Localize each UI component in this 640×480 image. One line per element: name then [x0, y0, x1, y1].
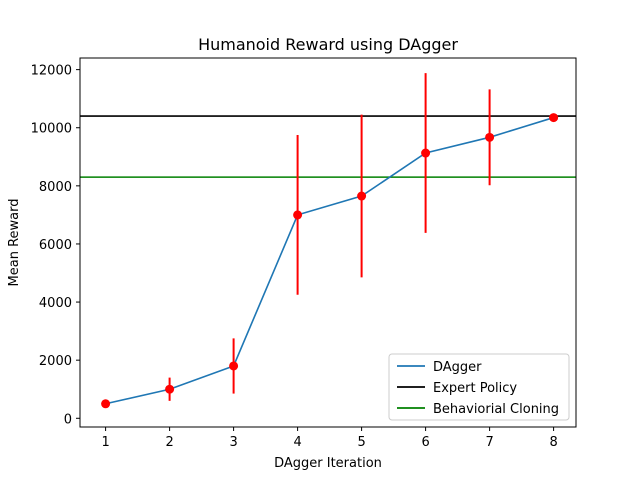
data-point [357, 191, 367, 201]
x-tick-label: 1 [101, 435, 109, 450]
y-tick-label: 6000 [39, 238, 72, 253]
plot-area [80, 73, 576, 409]
y-tick-label: 8000 [39, 180, 72, 195]
y-tick-label: 2000 [39, 354, 72, 369]
y-tick-label: 12000 [31, 64, 72, 79]
data-point [293, 210, 303, 220]
series-line-dagger [105, 116, 554, 405]
y-tick-label: 4000 [39, 296, 72, 311]
legend: DAgger Expert Policy Behaviorial Cloning [388, 353, 570, 421]
x-tick-label: 6 [421, 435, 429, 450]
legend-label: Behaviorial Cloning [433, 402, 559, 417]
data-point [101, 399, 111, 409]
data-point [421, 148, 431, 158]
x-tick-label: 5 [357, 435, 365, 450]
legend-box [388, 353, 570, 421]
x-tick-label: 7 [485, 435, 493, 450]
data-point [229, 361, 239, 371]
data-point [549, 113, 559, 123]
x-axis-label: DAgger Iteration [274, 456, 382, 471]
chart-title: Humanoid Reward using DAgger [198, 35, 458, 54]
y-tick-label: 0 [64, 412, 72, 427]
axes-frame [79, 57, 577, 428]
axis-ticks: 1 2 3 4 5 6 7 8 0 2000 4000 6000 8000 10000 12000 [31, 64, 558, 450]
legend-label: DAgger [433, 360, 482, 375]
y-tick-label: 10000 [31, 122, 72, 137]
legend-label: Expert Policy [433, 381, 517, 396]
data-point [165, 384, 175, 394]
x-tick-label: 8 [549, 435, 557, 450]
x-tick-label: 3 [229, 435, 237, 450]
x-tick-label: 2 [165, 435, 173, 450]
x-tick-label: 4 [293, 435, 301, 450]
y-axis-label: Mean Reward [7, 199, 22, 287]
data-point [485, 132, 495, 142]
